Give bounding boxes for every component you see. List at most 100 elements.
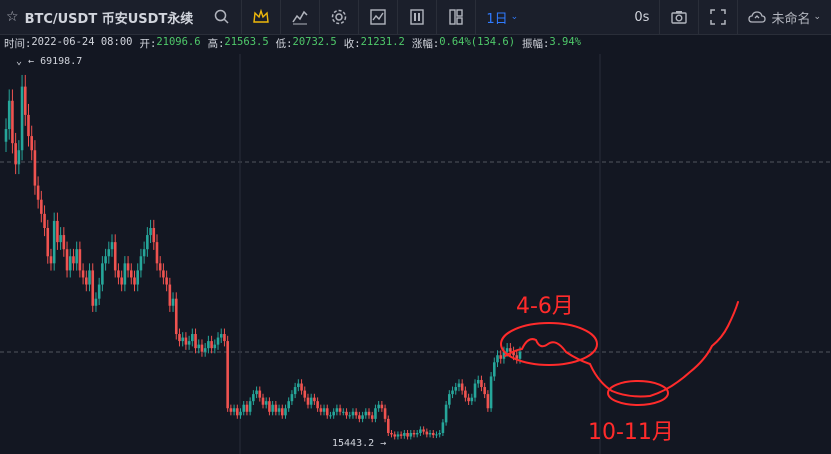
candle-body xyxy=(33,150,37,186)
fullscreen-icon[interactable] xyxy=(699,0,737,34)
candle-body xyxy=(403,432,406,436)
candle-body xyxy=(473,383,477,398)
candle-body xyxy=(425,431,429,435)
candle-body xyxy=(483,387,486,395)
candle-body xyxy=(277,408,281,412)
candle-body xyxy=(245,404,249,412)
candle-body xyxy=(502,351,506,359)
candle-body xyxy=(377,404,380,409)
candle-body xyxy=(367,411,371,416)
symbol-title[interactable]: ☆ BTC/USDT 币安USDT永续 xyxy=(0,0,203,34)
candle-body xyxy=(107,249,111,257)
price-chart[interactable] xyxy=(0,54,831,454)
crown-icon[interactable] xyxy=(242,0,280,34)
candle-body xyxy=(27,114,30,137)
candle-body xyxy=(171,298,175,306)
candle-body xyxy=(14,143,17,165)
candle-body xyxy=(213,344,217,349)
candle-body xyxy=(203,348,207,352)
candle-body xyxy=(287,401,290,409)
gear-icon[interactable] xyxy=(320,0,358,34)
candle-body xyxy=(197,344,201,349)
high-value: 21563.5 xyxy=(224,36,269,48)
interval-selector[interactable]: 1日 ⌄ xyxy=(476,0,528,34)
chart-type-icon[interactable] xyxy=(359,0,397,34)
candle-body xyxy=(380,404,384,409)
candle-body xyxy=(431,432,435,436)
candle-body xyxy=(155,242,159,264)
time-value: 2022-06-24 08:00 xyxy=(31,36,133,48)
candle-body xyxy=(258,390,262,398)
candle-body xyxy=(162,270,165,278)
candle-body xyxy=(62,235,66,250)
template-icon[interactable] xyxy=(398,0,436,34)
candle-body xyxy=(448,394,451,405)
candle-body xyxy=(252,394,255,402)
change-label: 涨幅: xyxy=(411,38,440,50)
camera-icon[interactable] xyxy=(660,0,698,34)
candle-body xyxy=(20,86,24,151)
candle-body xyxy=(43,213,46,228)
toolbar-divider xyxy=(659,0,661,34)
candle-body xyxy=(386,418,390,433)
candle-body xyxy=(284,408,287,416)
candle-body xyxy=(72,256,75,264)
star-icon[interactable]: ☆ xyxy=(6,9,19,25)
candle-body xyxy=(399,434,403,436)
indicator-icon[interactable] xyxy=(281,0,319,34)
ohlc-infobar: 时间: 2022-06-24 08:00 开: 21096.6 高: 21563.5 … xyxy=(4,36,581,54)
candle-body xyxy=(65,249,69,271)
candle-body xyxy=(454,387,458,391)
candle-body xyxy=(126,263,130,271)
candle-body xyxy=(52,220,56,264)
candle-body xyxy=(149,227,152,236)
candle-body xyxy=(322,408,326,412)
candle-body xyxy=(467,397,470,402)
candle-body xyxy=(133,277,136,285)
toolbar-divider xyxy=(319,0,321,34)
candle-body xyxy=(297,383,300,388)
candle-body xyxy=(293,387,297,395)
candle-body xyxy=(505,348,509,352)
toolbar-divider xyxy=(436,0,438,34)
toolbar-divider xyxy=(475,0,477,34)
search-icon[interactable] xyxy=(203,0,241,34)
candle-body xyxy=(255,390,258,395)
annotation-label-a: 4-6月 xyxy=(516,294,574,319)
candle-body xyxy=(415,432,419,435)
candle-body xyxy=(280,408,284,416)
open-field: 开: 21096.6 xyxy=(139,36,200,54)
candle-body xyxy=(223,334,226,342)
candle-body xyxy=(187,341,191,345)
annotation-ellipse-b xyxy=(607,380,669,406)
candle-body xyxy=(451,390,454,395)
candle-body xyxy=(435,434,438,436)
candle-body xyxy=(390,432,393,435)
toolbar-divider xyxy=(737,0,739,34)
candle-body xyxy=(480,379,483,388)
candle-body xyxy=(85,277,88,285)
candle-body xyxy=(309,397,313,405)
candle-body xyxy=(354,411,358,416)
candle-body xyxy=(496,355,499,363)
candle-body xyxy=(396,434,400,437)
top-toolbar: ☆ BTC/USDT 币安USDT永续 1日 ⌄ 0s xyxy=(0,0,831,35)
toolbar-divider xyxy=(358,0,360,34)
candle-body xyxy=(229,408,233,412)
candle-body xyxy=(406,432,409,437)
layout-icon[interactable] xyxy=(437,0,475,34)
candle-body xyxy=(101,263,104,285)
candle-body xyxy=(518,351,522,359)
candle-body xyxy=(274,404,278,412)
close-value: 21231.2 xyxy=(360,36,405,48)
candle-body xyxy=(470,397,474,402)
candle-body xyxy=(110,242,114,250)
candle-body xyxy=(441,422,445,433)
toolbar-divider xyxy=(397,0,399,34)
layout-name: 未命名 xyxy=(771,11,811,27)
candle-body xyxy=(216,337,220,345)
candle-body xyxy=(444,404,448,423)
candle-body xyxy=(210,341,213,349)
candle-body xyxy=(428,432,432,435)
layout-name-menu[interactable]: 未命名 ⌄ xyxy=(738,0,831,34)
